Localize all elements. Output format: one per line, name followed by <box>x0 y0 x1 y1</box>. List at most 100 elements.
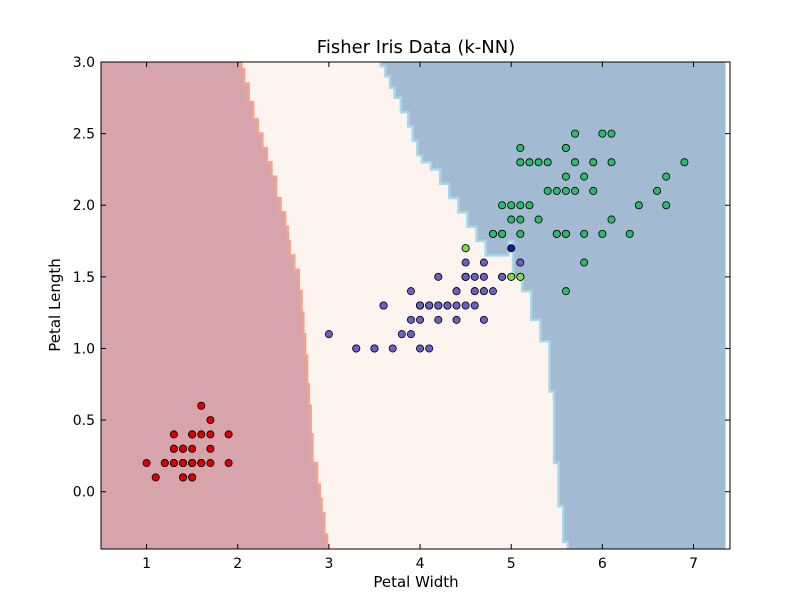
y-tick-label: 0.0 <box>73 485 95 501</box>
point-class-2 <box>479 315 488 324</box>
point-class-3 <box>498 201 507 210</box>
point-class-1 <box>206 430 215 439</box>
point-class-3 <box>561 229 570 238</box>
point-class-1 <box>197 430 206 439</box>
point-class-2 <box>425 344 434 353</box>
point-highlighted <box>507 244 516 253</box>
point-class-2 <box>516 258 525 267</box>
plot-edge-strip <box>725 62 730 549</box>
point-class-3 <box>498 229 507 238</box>
point-class-3 <box>525 158 534 167</box>
x-tick-label: 1 <box>142 556 151 572</box>
point-class-3 <box>662 172 671 181</box>
point-class-2 <box>434 301 443 310</box>
point-class-2 <box>498 272 507 281</box>
point-class-2 <box>452 301 461 310</box>
decision-regions <box>101 62 730 549</box>
x-tick-label: 7 <box>689 556 698 572</box>
point-class-3 <box>552 186 561 195</box>
point-class-3 <box>543 158 552 167</box>
decision-boundary-class-3 <box>379 62 569 549</box>
point-class-1 <box>206 459 215 468</box>
point-class-3 <box>653 186 662 195</box>
point-class-1 <box>224 430 233 439</box>
point-class-1 <box>224 459 233 468</box>
x-tick-label: 3 <box>324 556 333 572</box>
point-class-3 <box>534 215 543 224</box>
y-tick-label: 1.5 <box>73 270 95 286</box>
point-class-1 <box>197 459 206 468</box>
point-class-3 <box>561 287 570 296</box>
point-class-2 <box>470 287 479 296</box>
point-class-3 <box>589 158 598 167</box>
point-class-1 <box>169 444 178 453</box>
point-class-3 <box>607 215 616 224</box>
x-tick-label: 4 <box>416 556 425 572</box>
point-class-3 <box>580 172 589 181</box>
point-class-1 <box>188 430 197 439</box>
point-class-2 <box>443 301 452 310</box>
point-class-3 <box>507 215 516 224</box>
point-class-3 <box>598 229 607 238</box>
point-class-3 <box>571 186 580 195</box>
point-class-3 <box>589 186 598 195</box>
point-class-3 <box>561 172 570 181</box>
point-class-3 <box>516 158 525 167</box>
point-class-1 <box>160 459 169 468</box>
point-class-2 <box>461 258 470 267</box>
point-class-1 <box>206 416 215 425</box>
region-class-1 <box>101 62 328 549</box>
point-class-2 <box>434 272 443 281</box>
point-class-3 <box>662 201 671 210</box>
point-class-3 <box>580 258 589 267</box>
point-class-2 <box>388 344 397 353</box>
point-class-3 <box>598 129 607 138</box>
y-tick-label: 0.5 <box>73 413 95 429</box>
point-class-2 <box>470 272 479 281</box>
point-class-2 <box>470 301 479 310</box>
point-class-2 <box>324 330 333 339</box>
chart-title: Fisher Iris Data (k-NN) <box>317 37 515 58</box>
point-class-2 <box>479 287 488 296</box>
point-class-3 <box>552 229 561 238</box>
point-class-3 <box>488 229 497 238</box>
point-class-3 <box>516 143 525 152</box>
point-class-3 <box>534 158 543 167</box>
point-highlighted <box>507 272 516 281</box>
point-class-1 <box>197 401 206 410</box>
point-class-2 <box>488 287 497 296</box>
point-class-2 <box>479 258 488 267</box>
point-highlighted <box>461 244 470 253</box>
point-class-1 <box>206 444 215 453</box>
point-class-2 <box>379 301 388 310</box>
point-class-3 <box>516 201 525 210</box>
point-class-2 <box>352 344 361 353</box>
point-class-2 <box>397 330 406 339</box>
y-tick-label: 2.5 <box>73 127 95 143</box>
point-class-2 <box>370 344 379 353</box>
y-axis-label: Petal Length <box>46 258 64 352</box>
point-class-3 <box>516 229 525 238</box>
point-class-1 <box>179 459 188 468</box>
point-class-2 <box>406 287 415 296</box>
point-class-3 <box>634 201 643 210</box>
point-class-3 <box>571 129 580 138</box>
point-class-3 <box>571 158 580 167</box>
axis-ticks: 1 2 3 4 5 6 7 0.0 0.5 1.0 1.5 2.0 2.5 3.0 <box>73 55 730 572</box>
point-class-1 <box>179 473 188 482</box>
point-class-2 <box>452 287 461 296</box>
x-tick-label: 2 <box>233 556 242 572</box>
point-class-3 <box>607 129 616 138</box>
point-class-1 <box>188 459 197 468</box>
point-class-3 <box>625 229 634 238</box>
point-class-2 <box>425 301 434 310</box>
point-class-2 <box>461 301 470 310</box>
point-class-1 <box>169 459 178 468</box>
point-class-3 <box>680 158 689 167</box>
point-class-3 <box>507 201 516 210</box>
point-class-1 <box>142 459 151 468</box>
x-tick-label: 5 <box>507 556 516 572</box>
point-class-3 <box>543 186 552 195</box>
point-class-1 <box>151 473 160 482</box>
